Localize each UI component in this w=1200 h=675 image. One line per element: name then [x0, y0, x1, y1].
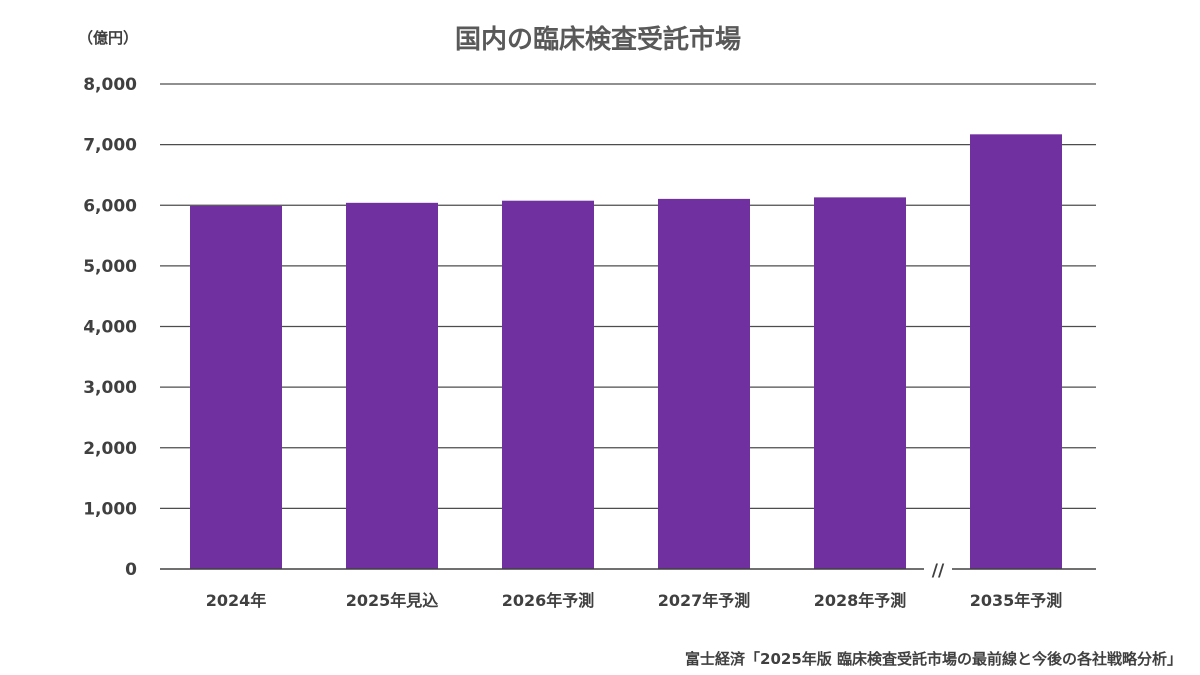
bar — [814, 197, 906, 569]
y-tick-label: 2,000 — [83, 439, 137, 459]
y-tick-label: 4,000 — [83, 318, 137, 338]
x-tick-label: 2027年予測 — [658, 591, 751, 610]
y-tick-label: 7,000 — [83, 136, 137, 156]
x-tick-label: 2026年予測 — [502, 591, 595, 610]
x-axis-ticks: 2024年 2025年見込 2026年予測 2027年予測 2028年予測 2035年予測 — [206, 591, 1063, 610]
bar — [502, 200, 594, 569]
y-axis-ticks: 0 1,000 2,000 3,000 4,000 5,000 6,000 7,000 8,00… — [83, 75, 137, 580]
x-tick-label: 2035年予測 — [970, 591, 1063, 610]
y-tick-label: 5,000 — [83, 257, 137, 277]
chart-title: 国内の臨床検査受託市場 — [455, 24, 741, 55]
bars — [190, 134, 1062, 569]
y-tick-label: 1,000 — [83, 499, 137, 519]
y-unit-label: （億円） — [78, 29, 138, 47]
x-tick-label: 2025年見込 — [346, 591, 439, 610]
bar — [658, 198, 750, 569]
axis-break-mark: // — [932, 561, 945, 581]
x-tick-label: 2024年 — [206, 591, 267, 610]
y-tick-label: 6,000 — [83, 196, 137, 216]
y-tick-label: 0 — [125, 560, 137, 580]
bar — [190, 205, 282, 569]
bar — [970, 134, 1062, 569]
gridlines — [160, 83, 1096, 509]
source-note: 富士経済「2025年版 臨床検査受託市場の最前線と今後の各社戦略分析」 — [685, 650, 1182, 668]
bar — [346, 202, 438, 569]
x-tick-label: 2028年予測 — [814, 591, 907, 610]
y-tick-label: 3,000 — [83, 378, 137, 398]
x-axis: // — [160, 561, 1096, 581]
y-tick-label: 8,000 — [83, 75, 137, 95]
